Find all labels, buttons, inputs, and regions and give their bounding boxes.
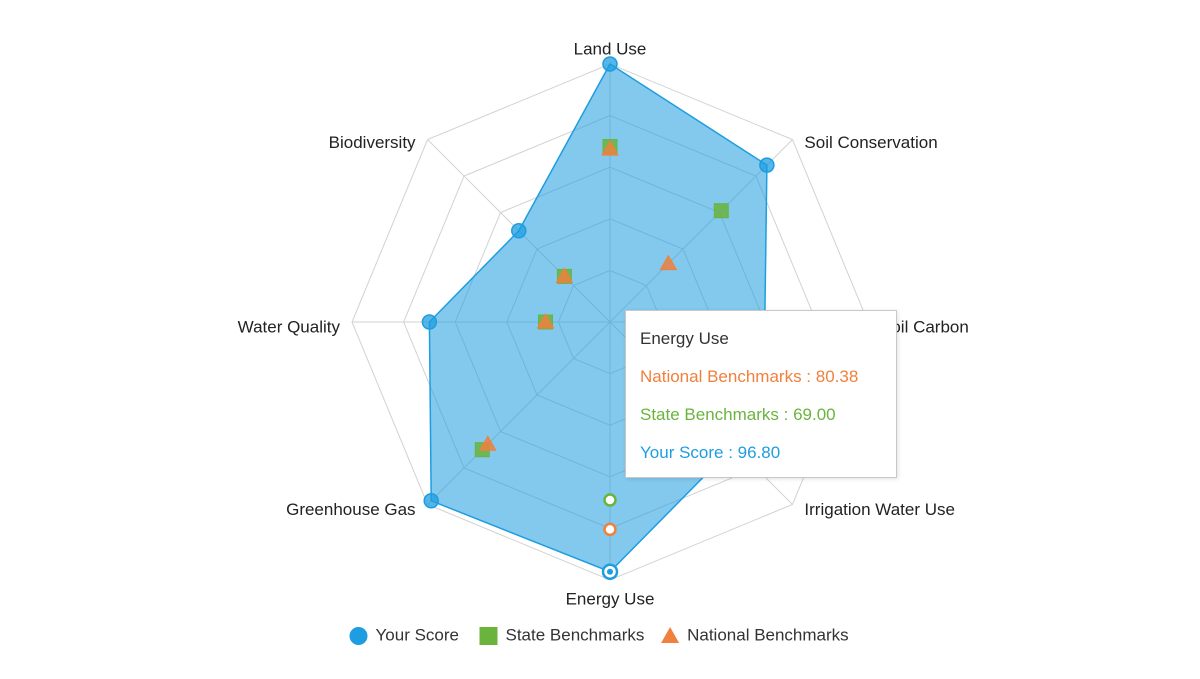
tooltip-your-score: Your Score : 96.80 [640,443,781,462]
axis-label-soil-conservation: Soil Conservation [804,133,937,152]
point-national-benchmarks-water-quality[interactable] [536,312,555,329]
point-national-benchmarks-soil-conservation[interactable] [659,254,678,271]
axis-labels: Land Use Soil Conservation Soil Carbon Irri… [238,39,969,608]
legend-label-state-benchmarks: State Benchmarks [506,625,645,644]
axis-label-water-quality: Water Quality [238,317,341,336]
point-state-benchmarks-energy-use[interactable] [603,493,617,507]
legend-item-your-score[interactable]: Your Score [349,625,459,645]
point-national-benchmarks-land-use[interactable] [601,140,619,156]
legend-item-state-benchmarks[interactable]: State Benchmarks [479,625,645,645]
legend-marker-state-benchmarks [479,627,498,645]
point-your-score-land-use[interactable] [602,56,618,72]
legend-label-your-score: Your Score [376,625,459,644]
point-your-score-water-quality[interactable] [421,314,438,330]
axis-label-soil-carbon: Soil Carbon [880,317,969,336]
point-your-score-soil-conservation[interactable] [759,157,775,173]
legend: Your Score State Benchmarks National Bench… [349,625,849,645]
tooltip-state: State Benchmarks : 69.00 [640,405,836,424]
legend-marker-national-benchmarks [661,627,680,643]
legend-marker-your-score [349,627,368,645]
legend-item-national-benchmarks[interactable]: National Benchmarks [661,625,849,644]
axis-label-greenhouse-gas: Greenhouse Gas [286,500,415,519]
point-national-benchmarks-energy-use[interactable] [603,522,617,537]
point-your-score-biodiversity[interactable] [511,223,527,239]
legend-label-national-benchmarks: National Benchmarks [687,625,849,644]
point-your-score-energy-use-dot [607,568,613,575]
tooltip-title: Energy Use [640,329,729,348]
point-your-score-greenhouse-gas[interactable] [423,493,439,509]
point-state-benchmarks-soil-conservation[interactable] [713,203,729,219]
axis-label-energy-use: Energy Use [566,589,655,608]
axis-label-biodiversity: Biodiversity [329,133,416,152]
point-national-benchmarks-biodiversity[interactable] [555,267,574,283]
tooltip: Energy Use National Benchmarks : 80.38 S… [625,310,897,478]
axis-label-land-use: Land Use [574,39,647,58]
axis-label-irrigation-water-use: Irrigation Water Use [804,500,955,519]
point-national-benchmarks-greenhouse-gas[interactable] [478,435,497,451]
tooltip-national: National Benchmarks : 80.38 [640,367,859,386]
